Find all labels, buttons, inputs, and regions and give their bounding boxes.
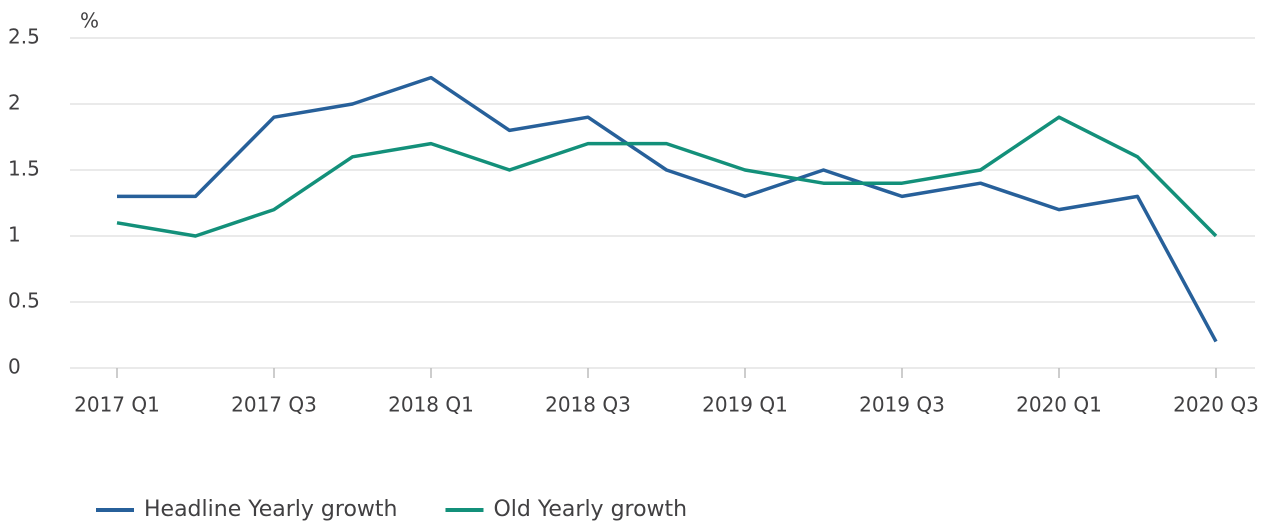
legend-label: Old Yearly growth xyxy=(493,497,687,522)
y-axis-label: % xyxy=(80,9,99,33)
y-tick-label: 2 xyxy=(8,91,21,115)
x-tick-label: 2018 Q1 xyxy=(388,393,474,417)
x-tick-label: 2019 Q3 xyxy=(859,393,945,417)
series-line xyxy=(116,115,1218,238)
y-tick-label: 0.5 xyxy=(8,289,40,313)
y-tick-label: 0 xyxy=(8,355,21,379)
y-tick-label: 2.5 xyxy=(8,25,40,49)
x-tick-label: 2017 Q1 xyxy=(74,393,160,417)
x-tick-label: 2019 Q1 xyxy=(702,393,788,417)
y-tick-label: 1 xyxy=(8,223,21,247)
series-line xyxy=(117,75,1218,343)
x-tick-label: 2020 Q1 xyxy=(1016,393,1102,417)
y-tick-label: 1.5 xyxy=(8,157,40,181)
x-tick-label: 2020 Q3 xyxy=(1173,393,1259,417)
x-tick-label: 2018 Q3 xyxy=(545,393,631,417)
x-tick-label: 2017 Q3 xyxy=(231,393,317,417)
legend-label: Headline Yearly growth xyxy=(144,497,397,522)
